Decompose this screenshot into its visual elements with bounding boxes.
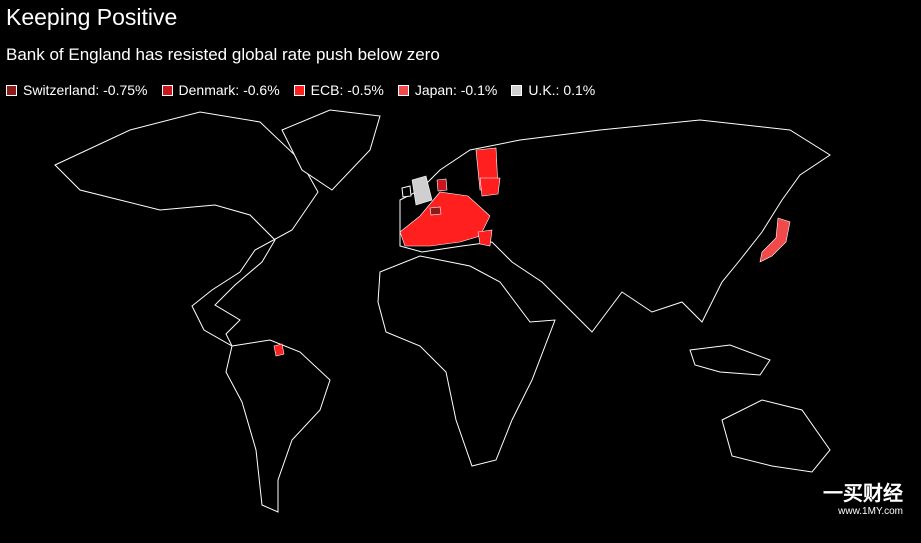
ecb-baltics bbox=[479, 177, 501, 197]
north-america bbox=[54, 111, 319, 348]
legend-label: Denmark: -0.6% bbox=[178, 82, 280, 98]
legend-item: ECB: -0.5% bbox=[293, 82, 384, 98]
legend-label: U.K.: 0.1% bbox=[528, 82, 596, 98]
title: Keeping Positive bbox=[6, 4, 178, 30]
indonesia bbox=[689, 344, 771, 376]
watermark-url: www.1MY.com bbox=[838, 506, 903, 517]
legend-item: Japan: -0.1% bbox=[397, 82, 498, 98]
continents bbox=[54, 109, 831, 513]
legend-swatch bbox=[397, 84, 409, 96]
japan bbox=[759, 217, 791, 263]
ecb-area bbox=[399, 191, 491, 247]
ireland bbox=[401, 185, 412, 198]
highlighted-regions bbox=[273, 147, 791, 357]
africa bbox=[377, 255, 556, 467]
switzerland bbox=[429, 206, 442, 216]
ecb-french-guiana bbox=[273, 343, 285, 357]
subtitle: Bank of England has resisted global rate… bbox=[6, 45, 440, 64]
watermark-brand: 一买财经 bbox=[823, 483, 903, 505]
greenland bbox=[281, 109, 381, 191]
legend-label: Japan: -0.1% bbox=[414, 82, 498, 98]
legend-label: ECB: -0.5% bbox=[310, 82, 384, 98]
legend-item: U.K.: 0.1% bbox=[511, 82, 595, 98]
australia bbox=[721, 399, 831, 473]
eurasia bbox=[399, 119, 831, 333]
south-america bbox=[225, 339, 331, 513]
legend-item: Denmark: -0.6% bbox=[161, 82, 280, 98]
denmark bbox=[436, 178, 448, 192]
legend-swatch bbox=[293, 84, 305, 96]
uk bbox=[411, 175, 433, 206]
legend: Switzerland: -0.75% Denmark: -0.6% ECB: -0… bbox=[6, 82, 595, 98]
legend-swatch bbox=[161, 84, 173, 96]
legend-label: Switzerland: -0.75% bbox=[23, 82, 148, 98]
watermark: 一买财经 www.1MY.com bbox=[823, 477, 903, 517]
legend-item: Switzerland: -0.75% bbox=[6, 82, 148, 98]
legend-swatch bbox=[6, 84, 17, 96]
legend-swatch bbox=[511, 84, 523, 96]
ecb-greece bbox=[477, 229, 493, 247]
